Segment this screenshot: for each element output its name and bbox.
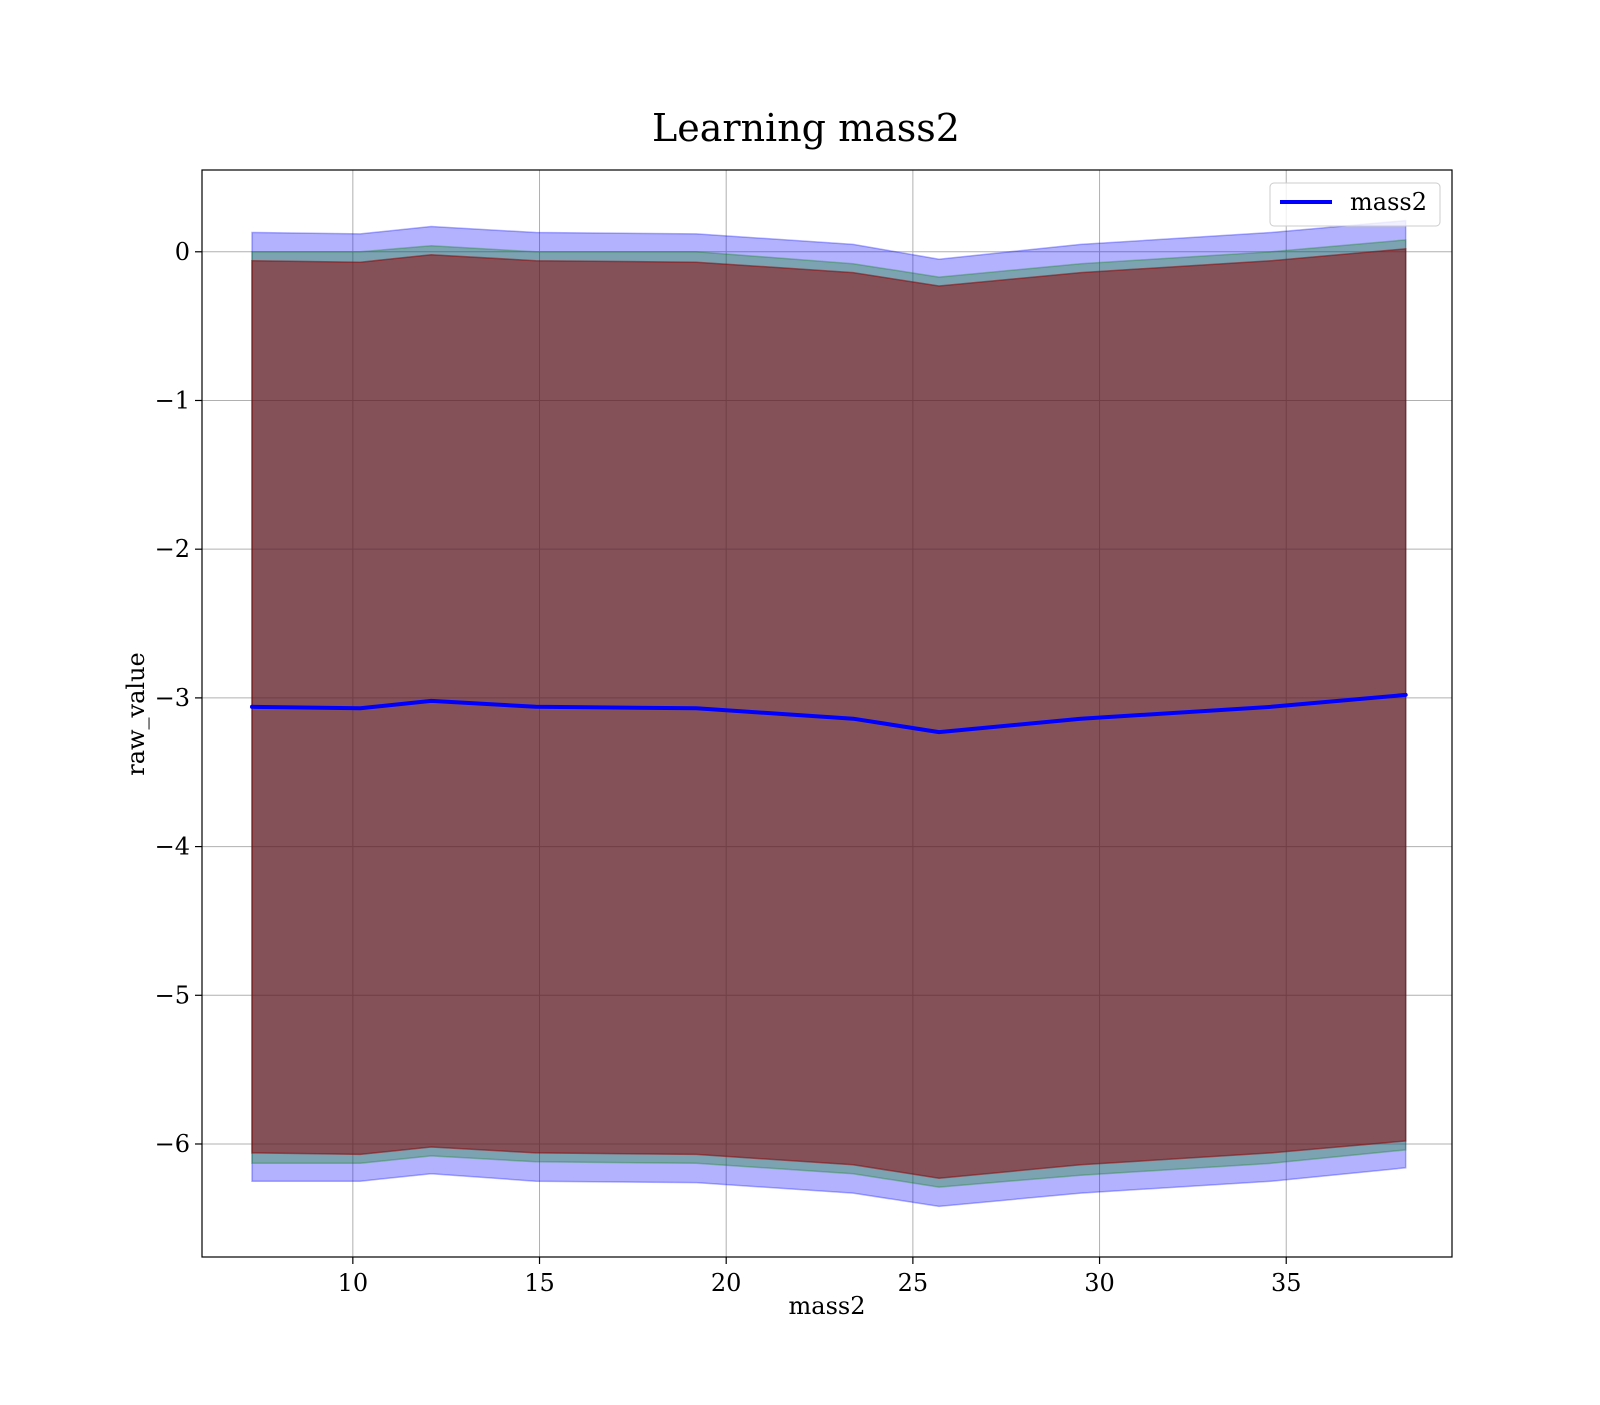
x-tick-label: 35 [1271, 1269, 1302, 1297]
plot-area [201, 169, 1453, 1258]
x-tick-label: 10 [338, 1269, 369, 1297]
x-tick-label: 15 [524, 1269, 555, 1297]
y-tick-label: −1 [155, 386, 190, 414]
series-line-0 [250, 692, 1408, 735]
legend-box [1269, 182, 1441, 227]
legend: mass2 [1269, 182, 1441, 227]
series-lines [250, 692, 1408, 735]
x-axis-ticks: 10 15 20 25 30 35 [338, 1257, 1302, 1297]
y-tick-label: −4 [155, 833, 190, 861]
legend-label-mass2: mass2 [1350, 188, 1427, 216]
y-tick-label: 0 [175, 238, 190, 266]
x-tick-label: 25 [898, 1269, 929, 1297]
y-tick-label: −6 [155, 1130, 190, 1158]
y-tick-label: −3 [155, 684, 190, 712]
y-tick-label: −5 [155, 981, 190, 1009]
band-2 [251, 247, 1407, 1179]
y-tick-label: −2 [155, 535, 190, 563]
plot-frame [201, 169, 1453, 1258]
chart-title: Learning mass2 [652, 106, 960, 150]
x-tick-label: 20 [711, 1269, 742, 1297]
x-tick-label: 30 [1084, 1269, 1115, 1297]
y-axis-label: raw_value [122, 652, 150, 776]
y-axis-ticks: 0 −1 −2 −3 −4 −5 −6 [155, 238, 202, 1158]
confidence-bands [251, 219, 1407, 1208]
x-axis-label: mass2 [789, 1292, 866, 1320]
